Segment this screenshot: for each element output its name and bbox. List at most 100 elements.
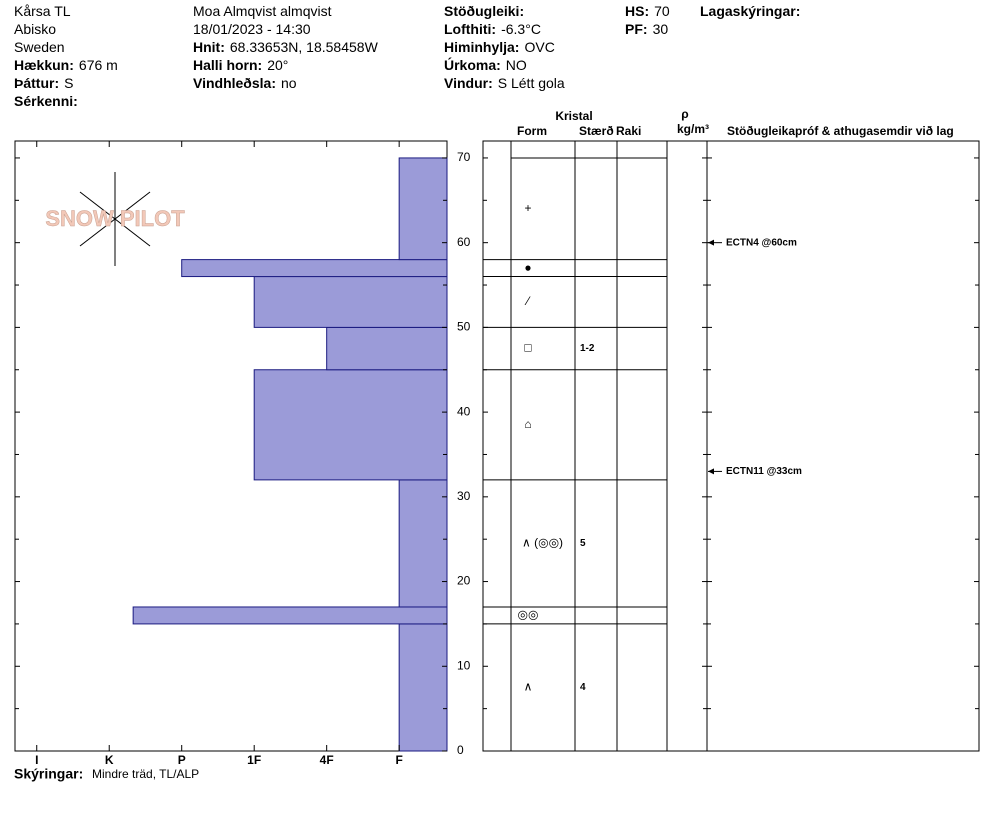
test-arrowhead (708, 468, 714, 475)
footer-value: Mindre träd, TL/ALP (92, 767, 199, 781)
x-tick-label: 4F (320, 753, 334, 767)
field-value: no (281, 75, 297, 91)
hardness-bar (181, 259, 448, 278)
y-tick-label: 30 (457, 489, 471, 503)
grain-form: ⌂ (524, 417, 531, 431)
hardness-bar (132, 606, 448, 625)
field-value: 676 m (79, 57, 118, 73)
hardness-bar (253, 276, 448, 328)
test-label: ECTN4 @60cm (726, 237, 797, 248)
header-field: HS: 70 (625, 3, 670, 19)
field-value: Moa Almqvist almqvist (193, 3, 332, 19)
field-label: Þáttur: (14, 75, 59, 91)
col-header: kg/m³ (677, 122, 709, 136)
field-label: Himinhylja: (444, 39, 519, 55)
y-tick-label: 40 (457, 404, 471, 418)
header-field: Stöðugleiki: (444, 3, 524, 19)
header-field: Kårsa TL (14, 3, 71, 19)
header-field: Moa Almqvist almqvist (193, 3, 332, 19)
grain-form: ● (524, 260, 531, 274)
col-header: Stærð (579, 124, 614, 138)
y-tick-label: 0 (457, 743, 464, 757)
field-label: HS: (625, 3, 649, 19)
x-tick-label: I (35, 753, 38, 767)
header-field: Himinhylja: OVC (444, 39, 555, 55)
field-value: 68.33653N, 18.58458W (230, 39, 379, 55)
hardness-bar (398, 479, 448, 608)
col-header: ρ (681, 107, 688, 121)
x-tick-label: F (395, 753, 402, 767)
grain-form: ∧ (◎◎) (522, 536, 563, 550)
field-label: Halli horn: (193, 57, 262, 73)
table-columns (510, 141, 708, 751)
col-header: Form (517, 124, 547, 138)
field-label: Stöðugleiki: (444, 3, 524, 19)
y-tick-label: 20 (457, 574, 471, 588)
field-value: NO (506, 57, 527, 73)
grain-form: ⁄ (524, 294, 531, 308)
header-field: Úrkoma: NO (444, 56, 527, 73)
x-tick-label: 1F (247, 753, 261, 767)
header-field: Þáttur: S (14, 75, 73, 91)
grain-form: ∧ (524, 680, 533, 694)
header-field: Vindhleðsla: no (193, 75, 297, 91)
hardness-bar (398, 623, 448, 752)
field-value: Kårsa TL (14, 3, 71, 19)
grain-form: □ (524, 341, 531, 355)
field-label: Lagaskýringar: (700, 3, 800, 19)
test-arrowhead (708, 239, 714, 246)
y-tick-label: 70 (457, 150, 471, 164)
field-value: 70 (654, 3, 670, 19)
header-field: 18/01/2023 - 14:30 (193, 21, 311, 37)
test-label: ECTN11 @33cm (726, 466, 802, 477)
y-tick-label: 60 (457, 235, 471, 249)
header-field: Lagaskýringar: (700, 3, 800, 19)
footer-label: Skýringar: (14, 766, 83, 782)
field-value: S Létt gola (498, 75, 565, 91)
field-label: Hnit: (193, 39, 225, 55)
y-tick-label: 10 (457, 658, 471, 672)
logo-text: SNOW PILOT (45, 206, 185, 231)
x-tick-label: K (105, 753, 114, 767)
header-field: Vindur: S Létt gola (444, 75, 565, 91)
field-value: -6.3°C (501, 21, 541, 37)
grain-form: ◎◎ (518, 608, 539, 622)
header-field: Hækkun: 676 m (14, 57, 118, 73)
hardness-bar (398, 157, 448, 261)
field-value: S (64, 75, 73, 91)
grain-size: 5 (580, 538, 586, 549)
header-field: Sérkenni: (14, 93, 78, 109)
field-value: OVC (524, 39, 554, 55)
grain-form: + (524, 201, 531, 215)
field-label: Lofthiti: (444, 21, 496, 37)
hardness-bar (253, 369, 448, 481)
header-field: Halli horn: 20° (193, 57, 288, 73)
header-field: Hnit: 68.33653N, 18.58458W (193, 39, 379, 55)
field-label: PF: (625, 21, 648, 37)
logo (79, 172, 151, 266)
header-field: PF: 30 (625, 21, 668, 37)
field-value: 30 (653, 21, 669, 37)
field-label: Vindur: (444, 75, 493, 91)
header-field: Abisko (14, 21, 56, 37)
field-value: Sweden (14, 39, 65, 55)
field-label: Úrkoma: (444, 56, 501, 73)
col-header: Stöðugleikapróf & athugasemdir við lag (727, 124, 954, 138)
field-value: 18/01/2023 - 14:30 (193, 21, 311, 37)
field-label: Vindhleðsla: (193, 75, 276, 91)
field-label: Hækkun: (14, 57, 74, 73)
grain-size: 1-2 (580, 343, 595, 354)
header-field: Sweden (14, 39, 65, 55)
x-tick-label: P (178, 753, 186, 767)
field-value: Abisko (14, 21, 56, 37)
col-header: Kristal (555, 109, 592, 123)
field-label: Sérkenni: (14, 93, 78, 109)
field-value: 20° (267, 57, 288, 73)
y-tick-label: 50 (457, 320, 471, 334)
hardness-bar (326, 326, 448, 371)
header-field: Lofthiti: -6.3°C (444, 21, 541, 37)
table-frame (482, 140, 980, 752)
grain-size: 4 (580, 682, 586, 693)
col-header: Raki (616, 124, 641, 138)
